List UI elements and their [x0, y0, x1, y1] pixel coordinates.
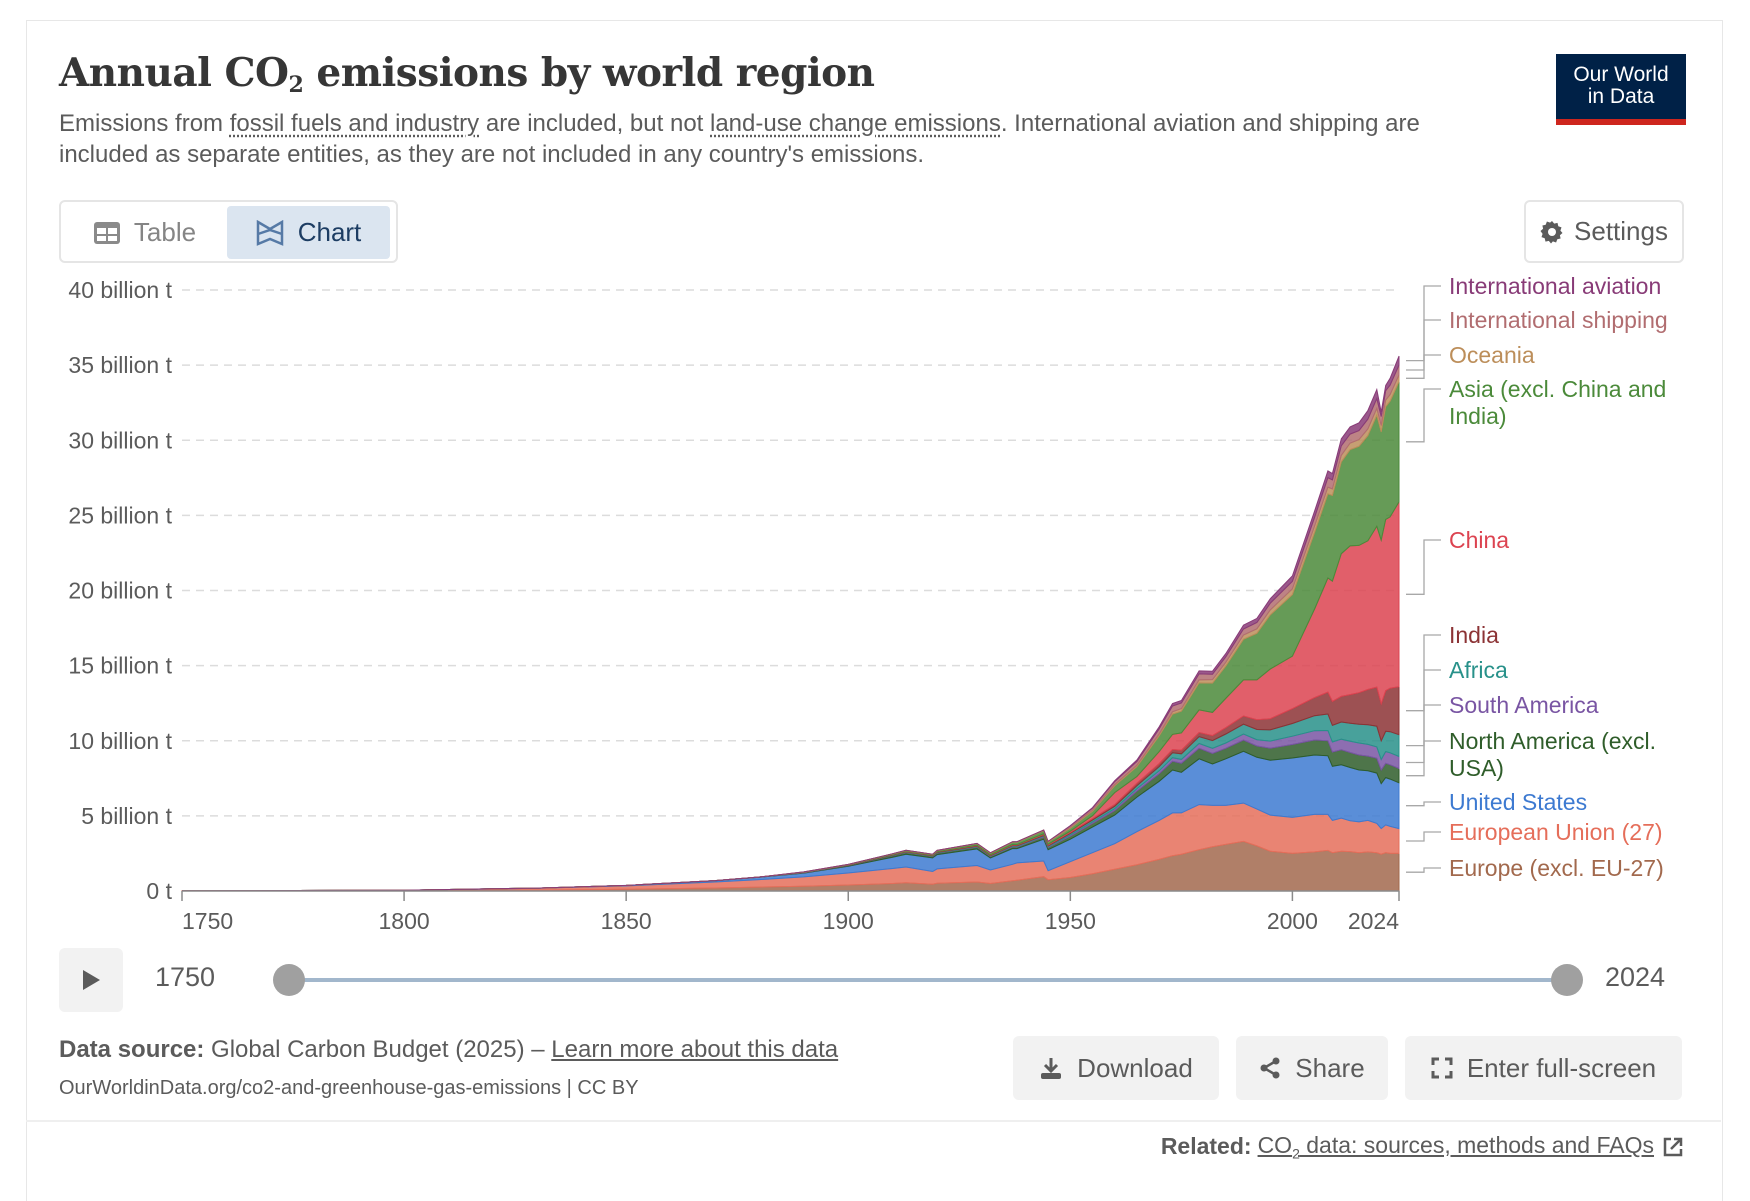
y-axis-ticks: 0 t 5 billion t 10 billion t 15 billion t 20… — [68, 277, 172, 904]
settings-label: Settings — [1574, 216, 1668, 246]
subtitle-text: Emissions from — [59, 110, 230, 137]
download-icon — [1039, 1056, 1063, 1080]
legend-label[interactable]: United States — [1449, 789, 1587, 815]
play-button[interactable] — [59, 948, 123, 1012]
stacked-area-chart: 0 t 5 billion t 10 billion t 15 billion t 20… — [68, 273, 1668, 934]
x-tick-label: 1900 — [823, 908, 874, 934]
title-subscript: 2 — [288, 72, 304, 98]
subtitle-text: are included, but not — [479, 110, 710, 137]
related-article-link[interactable]: CO2 data: sources, methods and FAQs — [1258, 1132, 1654, 1162]
area-chart-icon — [256, 219, 284, 246]
area-layers — [181, 355, 1400, 892]
logo-line-2: in Data — [1587, 85, 1655, 108]
y-tick-label: 0 t — [146, 878, 172, 904]
land-use-definition-link[interactable]: land-use change emissions — [710, 110, 1001, 137]
gear-icon — [1540, 220, 1564, 244]
legend-connector — [1406, 704, 1441, 764]
legend-label[interactable]: North America (excl. — [1449, 728, 1656, 754]
y-tick-label: 15 billion t — [68, 653, 172, 679]
legend: International aviation International ship… — [1406, 273, 1668, 881]
legend-label[interactable]: South America — [1449, 692, 1599, 718]
legend-label[interactable]: Asia (excl. China and — [1449, 376, 1666, 402]
x-tick-label: 2024 — [1348, 908, 1399, 934]
legend-label[interactable]: Oceania — [1449, 342, 1535, 368]
data-source: Data source: Global Carbon Budget (2025)… — [59, 1036, 838, 1064]
learn-more-link[interactable]: Learn more about this data — [551, 1036, 839, 1063]
legend-label[interactable]: Africa — [1449, 657, 1508, 683]
legend-connector — [1406, 801, 1441, 807]
x-tick-label: 1950 — [1045, 908, 1096, 934]
subtitle-text: . International aviation and shipping ar… — [59, 110, 1420, 168]
x-tick-label: 1800 — [378, 908, 429, 934]
legend-connector — [1406, 388, 1441, 443]
legend-connector — [1406, 539, 1441, 595]
fullscreen-label: Enter full-screen — [1466, 1052, 1657, 1083]
y-tick-label: 30 billion t — [68, 427, 172, 453]
y-tick-label: 35 billion t — [68, 352, 172, 378]
table-icon — [93, 221, 120, 244]
timeline-start-handle[interactable] — [273, 964, 305, 996]
legend-label[interactable]: USA) — [1449, 755, 1504, 781]
chart-title: Annual CO2 emissions by world region — [59, 50, 875, 98]
tab-chart[interactable]: Chart — [227, 206, 390, 259]
timeline-end-handle[interactable] — [1551, 964, 1583, 996]
y-tick-label: 40 billion t — [68, 277, 172, 303]
legend-label[interactable]: International aviation — [1449, 273, 1661, 299]
legend-connector — [1406, 831, 1441, 842]
title-text-suffix: emissions by world region — [303, 50, 875, 96]
legend-label[interactable]: International shipping — [1449, 307, 1668, 333]
footer-divider — [26, 1120, 1721, 1122]
legend-label[interactable]: European Union (27) — [1449, 819, 1663, 845]
share-button[interactable]: Share — [1236, 1036, 1388, 1100]
download-button[interactable]: Download — [1013, 1036, 1219, 1100]
tab-chart-label: Chart — [297, 217, 362, 247]
legend-label[interactable]: China — [1449, 527, 1509, 553]
logo-line-1: Our World — [1573, 63, 1669, 86]
legend-connector — [1406, 319, 1441, 371]
timeline-track[interactable] — [274, 978, 1554, 982]
download-label: Download — [1077, 1052, 1193, 1083]
external-link-icon — [1662, 1136, 1684, 1158]
x-axis: 1750 1800 1850 1900 1950 2000 2024 — [181, 890, 1400, 934]
legend-connector — [1406, 740, 1441, 777]
source-url[interactable]: OurWorldinData.org/co2-and-greenhouse-ga… — [59, 1077, 639, 1099]
data-source-text: Global Carbon Budget (2025) – — [204, 1036, 552, 1063]
legend-connector — [1406, 867, 1441, 873]
settings-button[interactable]: Settings — [1524, 200, 1684, 263]
related-link-text: CO — [1257, 1132, 1293, 1158]
related-label: Related: — [1160, 1133, 1252, 1160]
x-tick-label: 2000 — [1267, 908, 1318, 934]
y-tick-label: 5 billion t — [81, 803, 172, 829]
timeline-start-year: 1750 — [155, 962, 216, 992]
fullscreen-button[interactable]: Enter full-screen — [1405, 1036, 1682, 1100]
legend-label[interactable]: India — [1449, 622, 1499, 648]
tab-table-label: Table — [133, 217, 197, 247]
play-icon — [83, 970, 100, 990]
timeline-end-year: 2024 — [1605, 962, 1666, 992]
x-tick-label: 1850 — [601, 908, 652, 934]
related-link-text-suffix: data: sources, methods and FAQs — [1299, 1132, 1654, 1158]
share-icon — [1259, 1057, 1281, 1079]
fullscreen-icon — [1431, 1057, 1453, 1079]
view-tabs: Table Chart — [59, 200, 398, 263]
chart-subtitle: Emissions from fossil fuels and industry… — [59, 108, 1499, 170]
legend-label[interactable]: Europe (excl. EU-27) — [1449, 855, 1664, 881]
owid-logo[interactable]: Our World in Data — [1556, 54, 1686, 125]
y-tick-label: 25 billion t — [68, 502, 172, 528]
x-tick-label: 1750 — [182, 908, 233, 934]
legend-connector — [1406, 354, 1441, 379]
area-international-aviation[interactable] — [181, 355, 1400, 892]
timeline: 1750 2024 — [59, 948, 1689, 1012]
tab-table[interactable]: Table — [65, 206, 225, 259]
title-text: Annual CO — [59, 50, 289, 96]
legend-label[interactable]: India) — [1449, 403, 1507, 429]
y-tick-label: 10 billion t — [68, 728, 172, 754]
related-link-subscript: 2 — [1292, 1145, 1300, 1162]
share-label: Share — [1295, 1052, 1365, 1083]
fossil-fuels-definition-link[interactable]: fossil fuels and industry — [229, 110, 480, 137]
related-link-row: Related: CO2 data: sources, methods and … — [1161, 1132, 1684, 1162]
y-tick-label: 20 billion t — [68, 578, 172, 604]
data-source-label: Data source: — [59, 1036, 205, 1063]
